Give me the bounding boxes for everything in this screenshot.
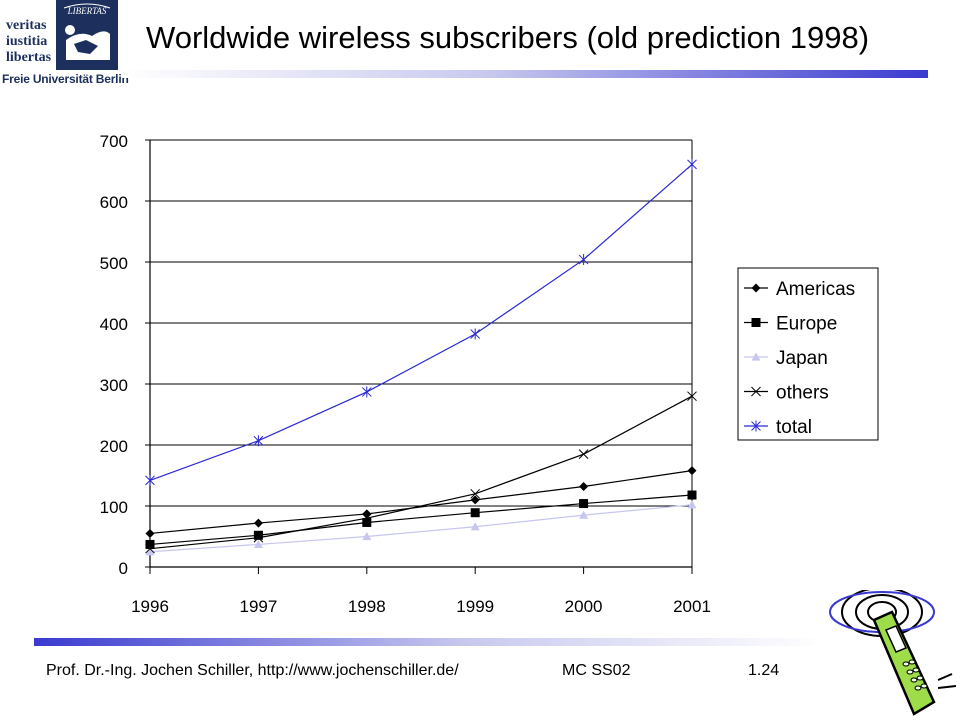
point-total-2001 <box>687 158 697 170</box>
point-europe-1999 <box>470 508 480 518</box>
legend-marker-others <box>751 386 761 397</box>
point-others-1997 <box>253 532 264 543</box>
footer-author: Prof. Dr.-Ing. Jochen Schiller, http://w… <box>46 662 459 679</box>
y-tick-label-600: 600 <box>100 193 128 212</box>
seal-text: LIBERTAS <box>67 6 107 16</box>
point-others-1996 <box>145 543 155 554</box>
x-tick-label-1997: 1997 <box>239 597 277 616</box>
legend-marker-europe <box>751 318 761 327</box>
y-tick-label-500: 500 <box>100 254 128 273</box>
chart-axes: 0 100 200 300 400 500 600 700 1996 1997 1998 1999 20… <box>100 132 711 616</box>
point-japan-2001 <box>687 500 697 509</box>
point-japan-1999 <box>470 522 480 531</box>
chart-grid <box>150 139 692 507</box>
legend-label-europe: Europe <box>776 314 837 335</box>
point-europe-2000 <box>579 499 589 509</box>
point-total-1998 <box>361 386 372 398</box>
point-japan-2000 <box>579 510 589 519</box>
y-tick-label-700: 700 <box>100 132 128 151</box>
x-tick-label-1999: 1999 <box>456 597 494 616</box>
x-tick-label-1996: 1996 <box>131 597 169 616</box>
point-others-1998 <box>361 513 372 524</box>
chart-legend: Americas Europe Japan others total <box>737 267 879 441</box>
point-others-2000 <box>578 449 589 460</box>
university-logo: veritas iustitia libertas LIBERTAS Freie… <box>0 0 129 92</box>
legend-marker-japan <box>751 352 761 361</box>
y-tick-label-0: 0 <box>119 559 128 578</box>
point-total-1999 <box>470 328 481 340</box>
header-rule <box>122 70 928 78</box>
x-tick-label-1998: 1998 <box>348 597 386 616</box>
series-line-others <box>149 395 693 550</box>
legend-label-total: total <box>776 417 812 438</box>
chart-series <box>145 158 697 556</box>
legend-label-others: others <box>776 383 829 404</box>
legend-marker-americas <box>751 283 761 293</box>
point-others-2001 <box>687 391 697 402</box>
point-americas-2001 <box>687 466 697 476</box>
point-others-1999 <box>470 488 481 499</box>
point-japan-1997 <box>253 539 263 549</box>
point-europe-1997 <box>253 530 263 540</box>
point-americas-1999 <box>470 495 480 505</box>
series-line-europe <box>149 494 693 546</box>
legend-box <box>737 267 879 441</box>
point-europe-1996 <box>145 539 155 549</box>
legend-label-japan: Japan <box>776 348 828 369</box>
subscribers-line-chart: 0 100 200 300 400 500 600 700 1996 1997 1998 1999 20… <box>100 132 879 616</box>
point-americas-1996 <box>145 528 155 538</box>
footer-rule <box>34 638 824 646</box>
y-tick-label-400: 400 <box>100 315 128 334</box>
point-japan-1998 <box>362 532 372 541</box>
point-japan-1996 <box>145 547 155 556</box>
series-line-japan <box>149 504 693 553</box>
logo-line-2: iustitia <box>6 34 48 49</box>
point-europe-1998 <box>362 517 372 527</box>
point-europe-2001 <box>687 490 697 500</box>
legend-marker-total <box>751 420 761 432</box>
legend-label-americas: Americas <box>776 279 855 300</box>
x-tick-label-2001: 2001 <box>673 597 711 616</box>
page-title: Worldwide wireless subscribers (old pred… <box>146 20 870 55</box>
footer-page-number: 1.24 <box>748 662 780 679</box>
point-total-1997 <box>253 435 264 447</box>
x-tick-label-2000: 2000 <box>565 597 603 616</box>
point-total-1996 <box>145 474 155 486</box>
point-americas-1997 <box>253 518 263 528</box>
series-line-total <box>149 163 693 481</box>
university-name: Freie Universität Berlin <box>2 72 129 86</box>
mobile-phone-icon <box>829 590 957 716</box>
point-americas-2000 <box>579 481 589 491</box>
logo-line-3: libertas <box>6 50 52 65</box>
logo-line-1: veritas <box>6 18 47 33</box>
university-seal-icon: LIBERTAS <box>56 0 118 70</box>
series-line-americas <box>149 470 693 535</box>
y-tick-label-200: 200 <box>100 437 128 456</box>
point-total-2000 <box>578 254 589 266</box>
footer-course: MC SS02 <box>562 662 631 679</box>
y-tick-label-100: 100 <box>100 498 128 517</box>
y-tick-label-300: 300 <box>100 376 128 395</box>
